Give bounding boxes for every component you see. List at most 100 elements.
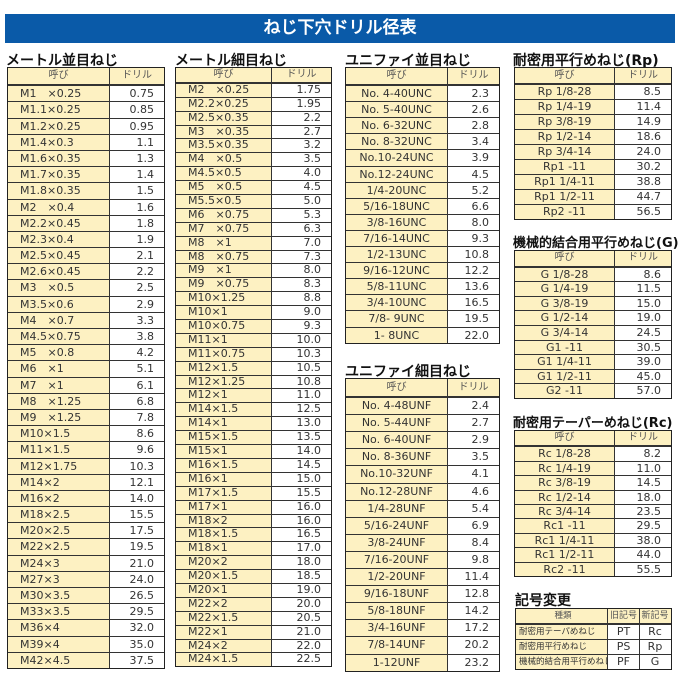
old-symbol: PT [608,625,640,639]
table-row: Rc1 1/2-11 44.0 [515,547,671,562]
drill-diameter: 3.3 [136,313,155,327]
header-drill: ドリル [458,382,489,393]
drill-diameter: 13.0 [296,416,322,430]
thread-size: Rp 1/4-19 [515,100,615,114]
drill-diameter: 10.5 [296,360,322,374]
drill-diameter: 30.2 [636,160,662,173]
thread-size: M12×1 [176,389,272,403]
new-symbol: Rp [647,640,663,653]
thread-size: M17×1 [176,500,272,514]
drill-diameter: 11.4 [636,100,662,113]
table-row: M2.2×0.45 1.8 [8,214,164,231]
thread-size: Rp1 1/2-11 [515,190,615,204]
thread-size: M2 ×0.25 [176,83,272,97]
drill-diameter: 57.0 [636,384,662,398]
drill-diameter: 14.0 [129,491,155,505]
thread-size: G1 -11 [515,340,615,355]
table-row: G 1/4-19 11.5 [515,281,671,296]
table-row: 5/8-11UNC 13.6 [346,278,499,295]
thread-size: M1.7×0.35 [8,167,110,183]
thread-size: M4 ×0.5 [176,153,272,167]
drill-diameter: 2.6 [471,103,490,117]
drill-diameter: 8.2 [643,447,662,461]
drill-diameter: 2.9 [136,297,155,311]
thread-size: No. 8-32UNC [346,134,448,150]
thread-size: No. 6-32UNC [346,118,448,134]
table-row: Rp1 -11 30.2 [515,159,671,174]
thread-size: 5/8-11UNC [346,279,448,295]
thread-size: M24×3 [8,555,110,571]
table-header: 種類 旧記号 新記号 [516,609,671,624]
thread-size: M12×1.5 [176,361,272,375]
header-name: 呼び [176,68,272,82]
table-row: 5/8-18UNF 14.2 [346,602,499,620]
thread-size: M12×1.25 [176,375,272,389]
thread-size: M22×2.5 [8,539,110,555]
table-row: No.12-28UNF 4.6 [346,482,499,500]
drill-diameter: 7.8 [136,410,155,424]
thread-size: M2.2×0.25 [176,97,272,111]
drill-diameter: 14.5 [296,457,322,471]
drill-diameter: 11.0 [296,388,322,402]
table-row: M16×1 15.0 [176,471,331,486]
table-row: 耐密用平行めねじ PS Rp [516,639,671,654]
drill-diameter: 20.5 [296,610,322,624]
header-type: 種類 [516,609,608,623]
header-name: 呼び [346,68,448,85]
drill-diameter: 55.5 [636,562,662,576]
drill-diameter: 17.5 [129,524,155,538]
drill-diameter: 2.7 [303,124,322,138]
table-row: Rp 1/4-19 11.4 [515,99,671,114]
drill-diameter: 9.6 [136,443,155,457]
table-row: No.10-24UNC 3.9 [346,149,499,166]
table-header: 呼び ドリル [515,251,671,267]
table-row: Rc2 -11 55.5 [515,561,671,576]
new-symbol: G [650,655,660,668]
table-row: G 3/8-19 15.0 [515,295,671,311]
table-row: No. 5-40UNC 2.6 [346,101,499,118]
drill-diameter: 22.5 [296,652,322,666]
drill-diameter: 19.5 [464,312,490,326]
table-row: M20×2.5 17.5 [8,522,164,539]
thread-type: 耐密用平行めねじ [516,640,608,654]
drill-diameter: 3.4 [471,135,490,149]
drill-diameter: 6.3 [303,221,322,235]
table-row: M10×0.75 9.3 [176,319,331,333]
drill-diameter: 6.1 [136,378,155,392]
thread-size: M9 ×0.75 [176,278,272,292]
drill-diameter: 3.5 [303,152,322,166]
drill-diameter: 1.1 [136,135,155,149]
table-row: M4.5×0.5 4.0 [176,166,331,181]
thread-size: No.10-24UNC [346,150,448,166]
drill-diameter: 9.3 [303,319,322,333]
table-metric-coarse: 呼び ドリル M1 ×0.25 0.75 M1.1×0.25 0.85 M1.2×0.25 0… [7,67,165,669]
thread-size: M18×2.5 [8,507,110,523]
table-row: M20×1.5 18.5 [176,569,331,583]
drill-diameter: 9.0 [303,305,322,319]
thread-size: M17×1.5 [176,486,272,500]
table-row: M1.2×0.25 0.95 [8,117,164,134]
drill-diameter: 3.8 [136,330,155,343]
drill-diameter: 37.5 [129,653,155,667]
thread-size: G 3/8-19 [515,296,615,311]
table-row: M22×2.5 19.5 [8,538,164,555]
drill-diameter: 8.6 [643,267,662,281]
section-title-metric-coarse: メートル並目ねじ [6,53,118,69]
drill-diameter: 38.8 [636,175,662,188]
drill-diameter: 10.0 [296,332,322,346]
thread-size: M33×3.5 [8,604,110,620]
header-old-symbol: 旧記号 [608,609,640,623]
table-row: M5.5×0.5 5.0 [176,194,331,208]
table-row: M16×1.5 14.5 [176,457,331,472]
drill-diameter: 56.5 [636,205,662,218]
thread-size: 3/8-24UNF [346,534,448,551]
header-name: 呼び [346,379,448,397]
drill-diameter: 8.5 [643,85,662,98]
drill-diameter: 4.5 [471,167,490,181]
drill-diameter: 32.0 [129,621,155,635]
thread-size: M24×1.5 [176,653,272,667]
drill-diameter: 2.7 [471,416,490,430]
thread-size: M2.2×0.45 [8,215,110,231]
table-row: 3/8-24UNF 8.4 [346,533,499,551]
section-title-g: 機械的結合用平行めねじ(G) [513,236,679,251]
